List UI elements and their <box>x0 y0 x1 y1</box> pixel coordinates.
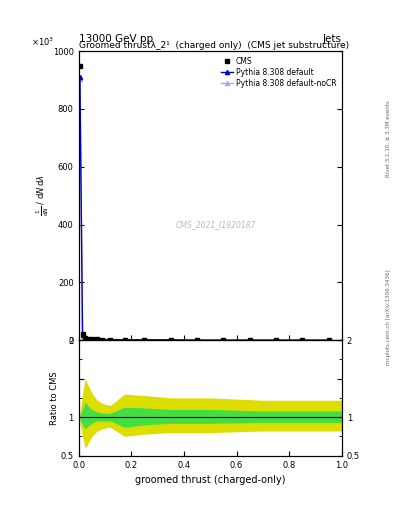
CMS <box>77 62 82 69</box>
Pythia 8.308 default <box>108 336 112 343</box>
Pythia 8.308 default <box>90 336 94 343</box>
Line: CMS: CMS <box>78 63 331 342</box>
Text: Groomed thrustλ_2¹  (charged only)  (CMS jet substructure): Groomed thrustλ_2¹ (charged only) (CMS j… <box>79 41 349 50</box>
Pythia 8.308 default <box>142 337 147 343</box>
Pythia 8.308 default <box>80 332 85 338</box>
Line: Pythia 8.308 default-noCR: Pythia 8.308 default-noCR <box>78 77 331 342</box>
Pythia 8.308 default-noCR <box>142 337 147 343</box>
CMS <box>142 337 147 343</box>
Pythia 8.308 default <box>195 337 200 343</box>
Pythia 8.308 default <box>95 336 99 343</box>
Pythia 8.308 default-noCR <box>248 337 252 343</box>
CMS <box>168 337 173 343</box>
CMS <box>300 337 305 343</box>
Pythia 8.308 default-noCR <box>168 337 173 343</box>
Pythia 8.308 default <box>100 336 105 343</box>
CMS <box>83 335 88 341</box>
Pythia 8.308 default-noCR <box>274 337 278 343</box>
Pythia 8.308 default-noCR <box>95 336 99 343</box>
CMS <box>85 335 90 342</box>
Pythia 8.308 default <box>248 337 252 343</box>
Pythia 8.308 default <box>122 337 127 343</box>
CMS <box>90 336 94 342</box>
Pythia 8.308 default-noCR <box>80 332 85 338</box>
Text: Jets: Jets <box>323 33 342 44</box>
Pythia 8.308 default-noCR <box>326 337 331 343</box>
Text: 13000 GeV pp: 13000 GeV pp <box>79 33 153 44</box>
Y-axis label: $\frac{1}{\mathrm{d}N}$ / $\mathrm{d}N\,\mathrm{d}\lambda$: $\frac{1}{\mathrm{d}N}$ / $\mathrm{d}N\,… <box>35 175 51 217</box>
CMS <box>221 337 226 343</box>
Pythia 8.308 default <box>274 337 278 343</box>
CMS <box>122 337 127 343</box>
CMS <box>108 336 112 343</box>
CMS <box>80 331 85 337</box>
Text: mcplots.cern.ch [arXiv:1306.3436]: mcplots.cern.ch [arXiv:1306.3436] <box>386 270 391 365</box>
CMS <box>195 337 200 343</box>
CMS <box>274 337 278 343</box>
Text: CMS_2021_I1920187: CMS_2021_I1920187 <box>175 220 256 229</box>
Pythia 8.308 default-noCR <box>221 337 226 343</box>
Pythia 8.308 default <box>77 74 82 80</box>
Text: $\times10^3$: $\times10^3$ <box>31 36 54 48</box>
Pythia 8.308 default <box>300 337 305 343</box>
Pythia 8.308 default <box>168 337 173 343</box>
CMS <box>95 336 99 343</box>
Pythia 8.308 default-noCR <box>122 337 127 343</box>
Pythia 8.308 default-noCR <box>100 336 105 343</box>
CMS <box>100 336 105 343</box>
Pythia 8.308 default-noCR <box>90 336 94 343</box>
Pythia 8.308 default-noCR <box>77 76 82 82</box>
Pythia 8.308 default-noCR <box>300 337 305 343</box>
Pythia 8.308 default <box>326 337 331 343</box>
Text: Rivet 3.1.10, ≥ 3.3M events: Rivet 3.1.10, ≥ 3.3M events <box>386 100 391 177</box>
Y-axis label: Ratio to CMS: Ratio to CMS <box>50 371 59 425</box>
CMS <box>326 337 331 343</box>
Pythia 8.308 default-noCR <box>195 337 200 343</box>
Pythia 8.308 default-noCR <box>108 336 112 343</box>
Pythia 8.308 default <box>83 335 88 341</box>
Line: Pythia 8.308 default: Pythia 8.308 default <box>78 75 331 342</box>
X-axis label: groomed thrust (charged-only): groomed thrust (charged-only) <box>135 475 285 485</box>
Pythia 8.308 default-noCR <box>85 336 90 342</box>
CMS <box>248 337 252 343</box>
Pythia 8.308 default <box>85 335 90 342</box>
Legend: CMS, Pythia 8.308 default, Pythia 8.308 default-noCR: CMS, Pythia 8.308 default, Pythia 8.308 … <box>220 55 338 90</box>
Pythia 8.308 default-noCR <box>83 335 88 341</box>
Pythia 8.308 default <box>221 337 226 343</box>
